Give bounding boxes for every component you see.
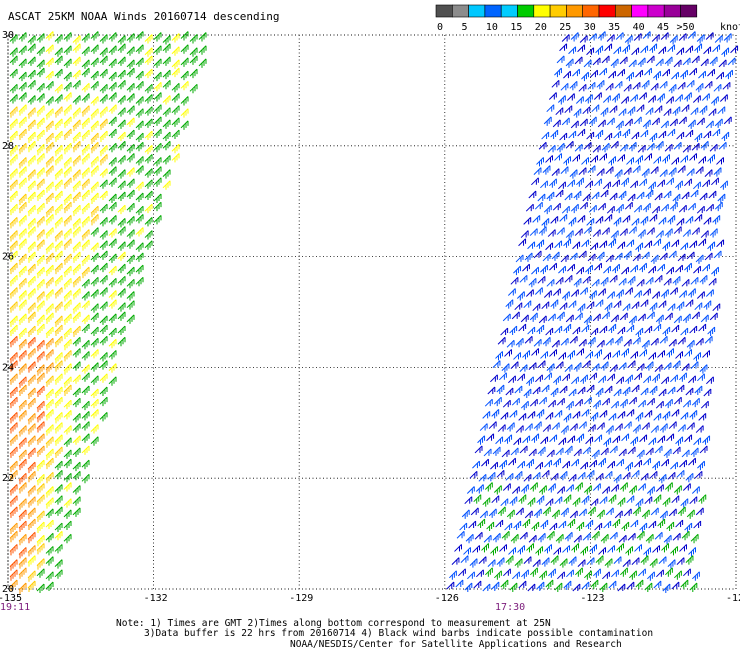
legend-label: 0 (437, 22, 443, 32)
lon-tick-label: -129 (289, 593, 313, 604)
lon-tick-label: -123 (580, 593, 604, 604)
wind-swath-east (446, 31, 739, 593)
wind-swath-west (9, 31, 207, 594)
pass-time-label: 17:30 (495, 602, 525, 613)
lat-tick-label: 20 (2, 584, 14, 595)
note-line-2: 3)Data buffer is 22 hrs from 20160714 4)… (144, 628, 654, 639)
note-line-3: NOAA/NESDIS/Center for Satellite Applica… (290, 639, 622, 650)
legend-label: 15 (510, 22, 522, 32)
legend-label: 30 (584, 22, 596, 32)
lat-tick-label: 30 (2, 30, 14, 41)
legend-swatch (680, 4, 698, 18)
graticule (7, 34, 737, 590)
lon-tick-label: -120 (726, 593, 740, 604)
map-frame (7, 34, 737, 590)
wind-speed-legend: 0 5 10 15 20 25 30 35 40 45 >50 knots (435, 4, 740, 32)
lat-tick-label: 24 (2, 362, 14, 373)
legend-label: 35 (608, 22, 620, 32)
lon-tick-label: -135 (0, 593, 22, 604)
pass-time-label: 19:11 (0, 602, 30, 613)
legend-label: 5 (461, 22, 467, 32)
map-title: ASCAT 25KM NOAA Winds 20160714 descendin… (8, 10, 280, 23)
legend-label: 45 (657, 22, 669, 32)
lat-tick-label: 28 (2, 141, 14, 152)
legend-label: 10 (486, 22, 498, 32)
legend-label: 40 (633, 22, 645, 32)
legend-label: 20 (535, 22, 547, 32)
lon-tick-label: -132 (144, 593, 168, 604)
note-line-1: Note: 1) Times are GMT 2)Times along bot… (116, 618, 551, 629)
lat-tick-label: 22 (2, 473, 14, 484)
legend-label: knots (720, 22, 740, 32)
legend-label: >50 (677, 22, 695, 32)
legend-label: 25 (559, 22, 571, 32)
lon-tick-label: -126 (435, 593, 459, 604)
lat-tick-label: 26 (2, 252, 14, 263)
